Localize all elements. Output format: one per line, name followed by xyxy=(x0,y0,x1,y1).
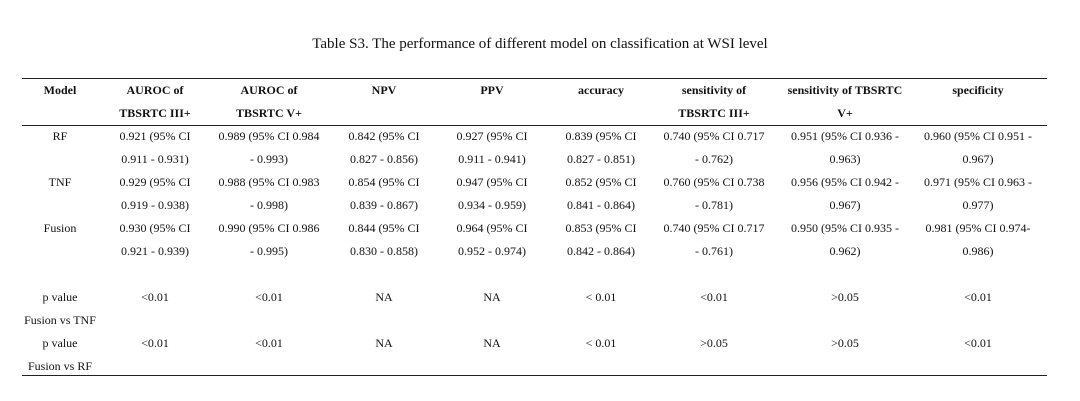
table-cell: 0.911 - 0.941) xyxy=(458,152,526,166)
column-header: AUROC of xyxy=(240,83,298,97)
row-label: p value xyxy=(42,336,78,350)
table-cell: NA xyxy=(375,290,393,304)
table-cell: 0.962) xyxy=(829,244,861,258)
column-header: specificity xyxy=(952,83,1004,97)
table-cell: 0.839 - 0.867) xyxy=(350,198,418,212)
table-cell: 0.990 (95% CI 0.986 xyxy=(218,221,320,235)
table-cell: 0.911 - 0.931) xyxy=(121,152,189,166)
table-cell: 0.956 (95% CI 0.942 - xyxy=(791,175,899,189)
table-cell: 0.921 - 0.939) xyxy=(121,244,189,258)
row-label: Fusion vs RF xyxy=(27,359,93,373)
table-cell: 0.988 (95% CI 0.983 xyxy=(218,175,320,189)
table-cell: 0.740 (95% CI 0.717 xyxy=(663,129,765,143)
table-cell: NA xyxy=(483,336,501,350)
table-cell: 0.852 (95% CI xyxy=(565,175,637,189)
table-cell: 0.929 (95% CI xyxy=(119,175,191,189)
table-cell: 0.952 - 0.974) xyxy=(458,244,526,258)
table-cell: 0.927 (95% CI xyxy=(456,129,528,143)
table-cell: 0.921 (95% CI xyxy=(119,129,191,143)
table-cell: >0.05 xyxy=(831,336,859,350)
table-cell: <0.01 xyxy=(964,290,992,304)
table-cell: 0.934 - 0.959) xyxy=(458,198,526,212)
column-header: accuracy xyxy=(578,83,624,97)
table-cell: 0.947 (95% CI xyxy=(456,175,528,189)
header-rule xyxy=(22,125,1047,126)
column-header: PPV xyxy=(480,83,504,97)
column-header-line2: V+ xyxy=(837,106,853,120)
column-header-line2: TBSRTC III+ xyxy=(119,106,191,120)
table-cell: 0.964 (95% CI xyxy=(456,221,528,235)
table-cell: - 0.761) xyxy=(695,244,733,258)
table-cell: - 0.995) xyxy=(250,244,288,258)
table-cell: <0.01 xyxy=(255,290,283,304)
row-label: TNF xyxy=(48,175,72,189)
table-cell: 0.854 (95% CI xyxy=(348,175,420,189)
table-cell: 0.960 (95% CI 0.951 - xyxy=(924,129,1032,143)
table-cell: NA xyxy=(375,336,393,350)
table-cell: < 0.01 xyxy=(585,290,617,304)
table-cell: - 0.781) xyxy=(695,198,733,212)
table-cell: 0.919 - 0.938) xyxy=(121,198,189,212)
bottom-rule xyxy=(22,375,1047,376)
table-cell: <0.01 xyxy=(255,336,283,350)
row-label: Fusion xyxy=(43,221,77,235)
table-cell: 0.989 (95% CI 0.984 xyxy=(218,129,320,143)
table-cell: 0.981 (95% CI 0.974- xyxy=(925,221,1031,235)
column-header: AUROC of xyxy=(126,83,184,97)
table-cell: 0.839 (95% CI xyxy=(565,129,637,143)
table-cell: 0.827 - 0.856) xyxy=(350,152,418,166)
table-cell: 0.827 - 0.851) xyxy=(567,152,635,166)
table-cell: 0.930 (95% CI xyxy=(119,221,191,235)
table-cell: <0.01 xyxy=(964,336,992,350)
column-header-line2: TBSRTC V+ xyxy=(236,106,302,120)
table-cell: < 0.01 xyxy=(585,336,617,350)
column-header: sensitivity of TBSRTC xyxy=(787,83,903,97)
table-cell: 0.841 - 0.864) xyxy=(567,198,635,212)
column-header-line2: TBSRTC III+ xyxy=(678,106,750,120)
table-cell: 0.842 (95% CI xyxy=(348,129,420,143)
table-cell: - 0.762) xyxy=(695,152,733,166)
table-cell: 0.951 (95% CI 0.936 - xyxy=(791,129,899,143)
table-cell: NA xyxy=(483,290,501,304)
table-cell: 0.830 - 0.858) xyxy=(350,244,418,258)
table-cell: 0.853 (95% CI xyxy=(565,221,637,235)
table-cell: 0.986) xyxy=(962,244,994,258)
table-cell: 0.844 (95% CI xyxy=(348,221,420,235)
table-cell: 0.740 (95% CI 0.717 xyxy=(663,221,765,235)
table-cell: <0.01 xyxy=(700,290,728,304)
table-cell: 0.760 (95% CI 0.738 xyxy=(663,175,765,189)
table-cell: 0.971 (95% CI 0.963 - xyxy=(924,175,1032,189)
table-cell: >0.05 xyxy=(831,290,859,304)
table-cell: <0.01 xyxy=(141,336,169,350)
table-cell: 0.963) xyxy=(829,152,861,166)
table-cell: 0.967) xyxy=(962,152,994,166)
table-caption: Table S3. The performance of different m… xyxy=(312,36,768,52)
row-label: p value xyxy=(42,290,78,304)
column-header: NPV xyxy=(371,83,397,97)
row-label: RF xyxy=(52,129,68,143)
row-label: Fusion vs TNF xyxy=(24,313,96,327)
column-header: sensitivity of xyxy=(681,83,747,97)
table-cell: 0.977) xyxy=(962,198,994,212)
table-cell: 0.842 - 0.864) xyxy=(567,244,635,258)
table-cell: 0.967) xyxy=(829,198,861,212)
table-cell: 0.950 (95% CI 0.935 - xyxy=(791,221,899,235)
table-cell: - 0.993) xyxy=(250,152,288,166)
column-header: Model xyxy=(43,83,77,97)
table-cell: >0.05 xyxy=(700,336,728,350)
table-cell: <0.01 xyxy=(141,290,169,304)
top-rule xyxy=(22,78,1047,79)
table-cell: - 0.998) xyxy=(250,198,288,212)
